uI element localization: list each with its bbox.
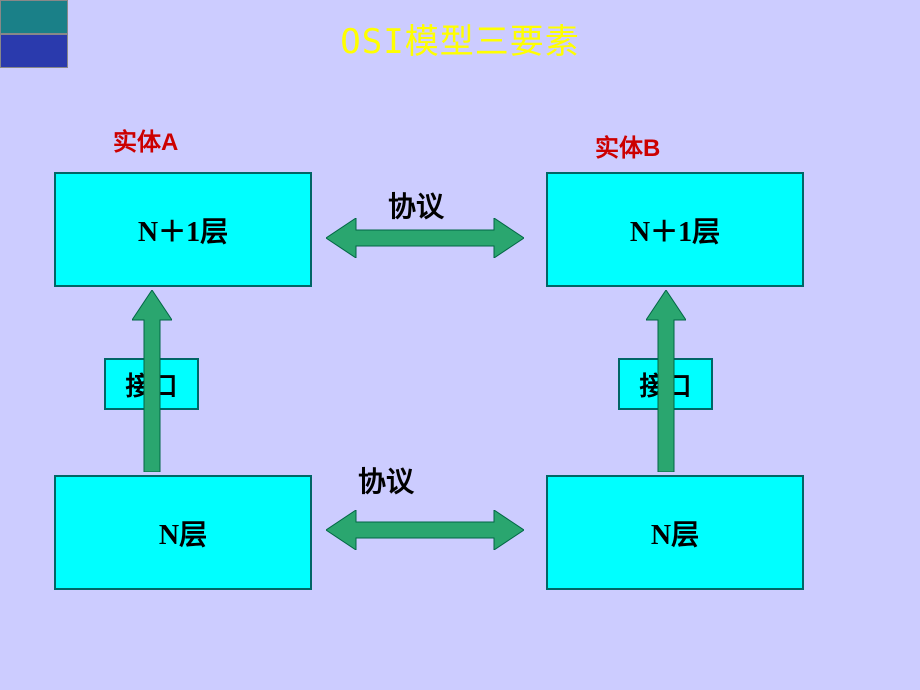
box-b-upper: N＋1层 (546, 172, 804, 287)
box-a-lower: N层 (54, 475, 312, 590)
box-b-lower: N层 (546, 475, 804, 590)
entity-a-label: 实体A (113, 122, 178, 157)
page-title: OSI模型三要素 (0, 14, 920, 63)
entity-b-label: 实体B (595, 128, 660, 163)
box-a-upper: N＋1层 (54, 172, 312, 287)
horizontal-arrow-lower (326, 510, 524, 550)
vertical-arrow-b (646, 290, 686, 472)
vertical-arrow-a (132, 290, 172, 472)
horizontal-arrow-upper (326, 218, 524, 258)
protocol-lower-label: 协议 (358, 460, 414, 500)
